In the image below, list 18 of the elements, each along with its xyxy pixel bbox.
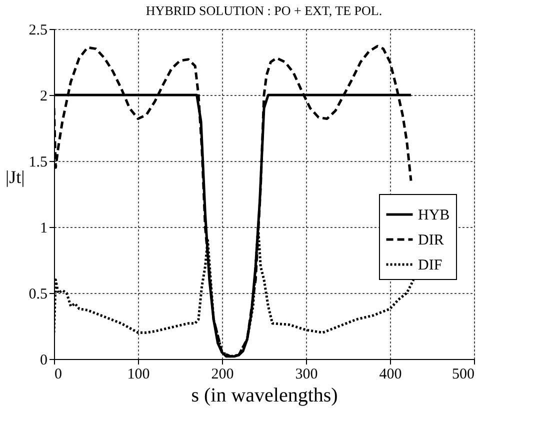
x-tick-label: 500 [452,366,474,382]
y-axis-title: |Jt| [6,167,25,187]
x-tick-label: 300 [295,366,318,382]
legend-label: DIF [418,258,442,274]
x-tick-label: 0 [54,366,62,382]
y-tick-label: 1.5 [28,154,48,170]
y-tick-label: 0.5 [28,286,48,302]
y-tick-label: 0 [40,352,48,368]
chart-title: HYBRID SOLUTION : PO + EXT, TE POL. [146,3,382,18]
x-tick-label: 400 [379,366,402,382]
legend-label: HYB [418,208,450,224]
y-tick-label: 2 [40,88,48,104]
legend-label: DIR [418,232,444,248]
y-tick-label: 2.5 [28,22,48,38]
y-tick-label: 1 [40,220,48,236]
x-tick-label: 100 [127,366,150,382]
x-axis-title: s (in wavelengths) [191,384,338,406]
x-tick-label: 200 [211,366,234,382]
